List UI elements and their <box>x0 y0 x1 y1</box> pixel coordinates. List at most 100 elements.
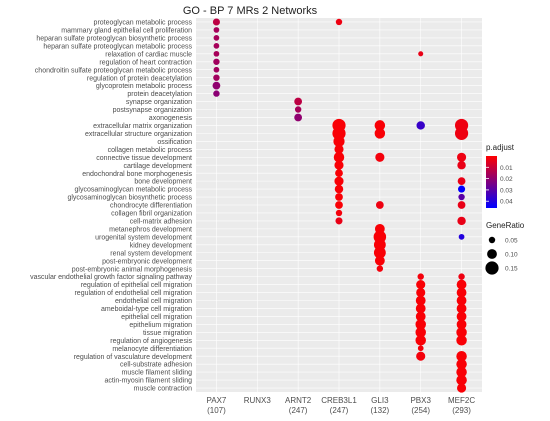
dot-point <box>415 311 426 322</box>
padj-ticks: 0.01 0.02 0.03 0.04 <box>486 165 513 206</box>
dot-point <box>458 233 465 240</box>
dot-point <box>335 18 343 26</box>
term-label: glycoprotein metabolic process <box>96 83 193 90</box>
term-label: extracellular structure organization <box>85 131 192 138</box>
dot-point <box>457 383 467 393</box>
generatio-label: 0.05 <box>505 238 518 245</box>
chart-title: GO - BP 7 MRs 2 Networks <box>183 5 318 17</box>
padj-colorbar <box>486 156 497 208</box>
dot-point <box>213 90 220 97</box>
dot-point <box>335 209 343 217</box>
dot-point <box>294 97 303 106</box>
gene-count: (247) <box>330 406 349 415</box>
term-label: glycosaminoglycan biosynthetic process <box>67 195 192 202</box>
dot-point <box>456 279 467 290</box>
generatio-swatch <box>488 236 496 244</box>
dot-point <box>294 113 303 122</box>
dot-point <box>334 176 344 186</box>
dot-point <box>457 152 467 162</box>
dot-point <box>335 217 343 225</box>
dot-point <box>416 121 425 130</box>
term-label: collagen fibril organization <box>111 211 192 218</box>
dot-point <box>335 201 343 209</box>
term-label: regulation of epithelial cell migration <box>81 282 192 289</box>
term-label: cell-matrix adhesion <box>130 219 192 226</box>
dots-layer <box>212 18 469 393</box>
gene-count: (107) <box>207 406 226 415</box>
padj-tick-label: 0.02 <box>500 176 513 183</box>
padj-tick-label: 0.01 <box>500 165 513 172</box>
term-label: muscle contraction <box>134 386 192 393</box>
gene-label: PAX7 <box>206 396 226 405</box>
dot-point <box>458 193 465 201</box>
dot-point <box>213 50 220 57</box>
dot-point <box>416 351 426 361</box>
dot-point <box>416 280 426 290</box>
term-label: vascular endothelial growth factor signa… <box>30 274 192 281</box>
dot-point <box>456 287 467 298</box>
dot-point <box>456 350 467 362</box>
dot-point <box>456 295 467 306</box>
dot-point <box>335 169 343 178</box>
dot-point <box>334 184 344 194</box>
term-label: axonogenesis <box>149 115 193 122</box>
gene-label: RUNX3 <box>244 396 272 405</box>
generatio-label: 0.10 <box>505 252 518 259</box>
dot-point <box>213 74 220 81</box>
term-label: mammary gland epithelial cell proliferat… <box>61 28 192 35</box>
term-label: ossification <box>157 139 192 146</box>
dot-point <box>456 319 467 330</box>
dot-point <box>415 327 426 338</box>
dot-point <box>457 177 466 186</box>
term-label: ameboidal-type cell migration <box>101 306 192 313</box>
dot-point <box>418 51 424 57</box>
term-label: cell-substrate adhesion <box>120 362 192 369</box>
term-label: postsynapse organization <box>113 107 192 114</box>
gene-count: (247) <box>289 406 308 415</box>
term-label: regulation of protein deacetylation <box>87 75 192 82</box>
gene-label: CREB3L1 <box>321 396 357 405</box>
dot-point <box>456 374 467 386</box>
padj-legend-title: p.adjust <box>486 143 515 152</box>
term-label: heparan sulfate proteoglycan metabolic p… <box>43 43 192 50</box>
term-label: regulation of heart contraction <box>99 59 192 66</box>
term-label: glycosaminoglycan metabolic process <box>75 187 193 194</box>
dot-point <box>213 42 220 49</box>
term-label: regulation of endothelial cell migration <box>74 290 192 297</box>
gene-count: (293) <box>452 406 471 415</box>
gene-label: GLI3 <box>371 396 389 405</box>
dot-point <box>454 126 469 140</box>
dot-point <box>415 295 426 306</box>
term-label: muscle filament sliding <box>122 370 193 377</box>
dot-point <box>415 303 426 314</box>
term-label: connective tissue development <box>96 155 192 162</box>
generatio-label: 0.15 <box>505 266 518 273</box>
dot-point <box>334 160 344 170</box>
x-axis-labels: PAX7(107)RUNX3 ARNT2(247)CREB3L1(247)GLI3… <box>206 396 475 415</box>
dot-point <box>456 358 467 370</box>
term-label: metanephros development <box>109 226 192 233</box>
dot-point <box>333 152 345 163</box>
term-label: chondrocyte differentiation <box>110 203 192 210</box>
term-label: tissue migration <box>143 330 192 337</box>
generatio-legend: GeneRatio 0.05 0.10 0.15 <box>485 221 525 275</box>
dot-point <box>375 152 385 162</box>
term-label: relaxation of cardiac muscle <box>105 51 192 58</box>
term-label: bone development <box>134 179 192 186</box>
term-label: heparan sulfate proteoglycan biosyntheti… <box>36 35 192 42</box>
term-label: epithelial cell migration <box>121 314 192 321</box>
gene-label: MEF2C <box>448 396 475 405</box>
term-label: kidney development <box>130 242 192 249</box>
dot-point <box>374 255 385 266</box>
dot-point <box>457 201 466 209</box>
dot-point <box>416 287 426 298</box>
generatio-items: 0.05 0.10 0.15 <box>485 236 518 275</box>
dot-point <box>212 81 221 90</box>
term-label: protein deacetylation <box>127 91 192 98</box>
dot-point <box>213 66 220 73</box>
gene-count: (254) <box>411 406 430 415</box>
gene-label: ARNT2 <box>285 396 312 405</box>
dot-point <box>456 327 467 338</box>
dot-point <box>213 27 220 33</box>
